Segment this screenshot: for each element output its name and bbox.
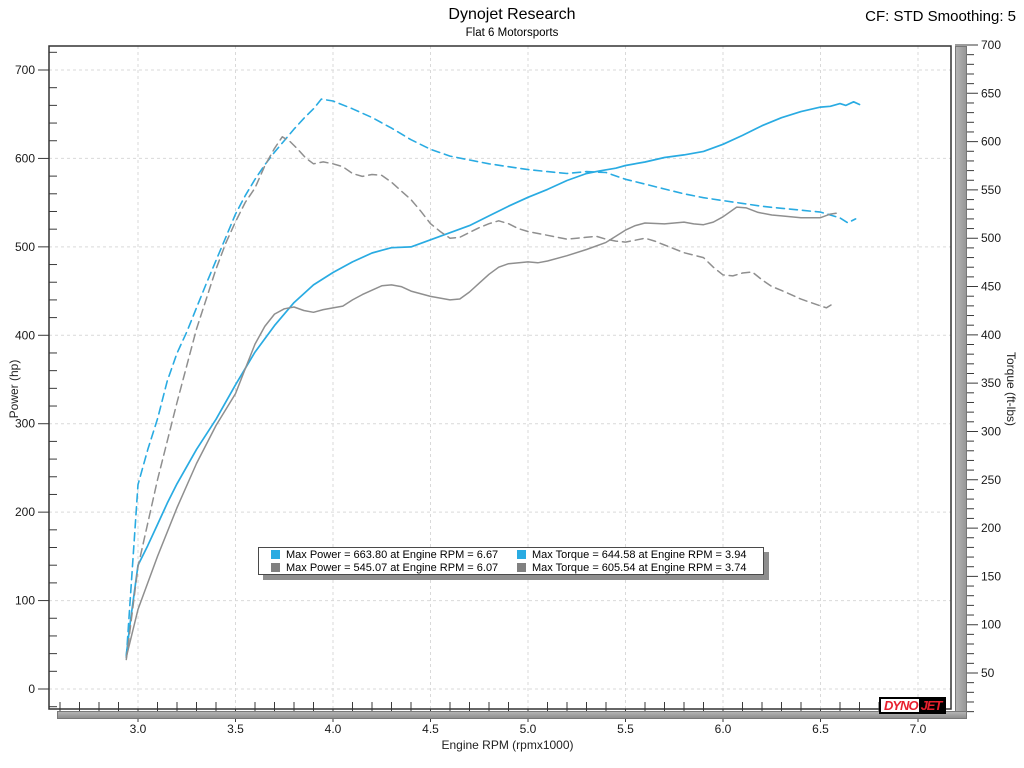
torque-tick-label: 650 xyxy=(981,86,1001,100)
page-title: Dynojet Research xyxy=(448,6,576,23)
rpm-tick-label: 5.5 xyxy=(617,722,634,736)
torque-tick-label: 350 xyxy=(981,376,1001,390)
page-subtitle: Flat 6 Motorsports xyxy=(465,27,559,39)
torque-tick-label: 700 xyxy=(981,38,1001,52)
torque-tick-label: 300 xyxy=(981,424,1001,438)
curve-power-baseline xyxy=(125,206,837,658)
rpm-axis-title: Engine RPM (rpmx1000) xyxy=(441,738,574,752)
legend-swatch-icon xyxy=(517,550,526,559)
power-tick-label: 200 xyxy=(15,505,35,519)
legend-swatch-icon xyxy=(517,563,526,572)
rpm-tick-label: 4.5 xyxy=(422,722,439,736)
torque-tick-label: 250 xyxy=(981,473,1001,487)
dyno-curves xyxy=(125,98,861,661)
max-values-legend: Max Power = 663.80 at Engine RPM = 6.67 M… xyxy=(258,547,764,575)
torque-tick-label: 100 xyxy=(981,618,1001,632)
power-tick-label: 300 xyxy=(15,417,35,431)
legend-entry: Max Power = 545.07 at Engine RPM = 6.07 xyxy=(267,561,509,574)
rpm-tick-label: 5.0 xyxy=(520,722,537,736)
torque-tick-label: 150 xyxy=(981,569,1001,583)
torque-axis-title: Torque (ft-lbs) xyxy=(1004,351,1018,427)
legend-label: Max Power = 663.80 at Engine RPM = 6.67 xyxy=(286,548,499,561)
correction-smoothing-label: CF: STD Smoothing: 5 xyxy=(865,8,1016,25)
legend-entry: Max Torque = 644.58 at Engine RPM = 3.94 xyxy=(513,548,755,561)
legend-swatch-icon xyxy=(271,550,280,559)
torque-tick-label: 550 xyxy=(981,183,1001,197)
power-tick-label: 0 xyxy=(28,682,35,696)
plot-bottom-shadow-bar xyxy=(57,711,967,719)
axis-tick-labels: 3.0 3.5 4.0 4.5 5.0 5.5 6.0 6.5 7.0 0 100 200 300 400… xyxy=(15,38,1001,736)
torque-tick-label: 50 xyxy=(981,666,995,680)
legend-label: Max Power = 545.07 at Engine RPM = 6.07 xyxy=(286,561,499,574)
rpm-tick-label: 7.0 xyxy=(910,722,927,736)
dynojet-logo: DYNO JET xyxy=(879,697,947,714)
legend-label: Max Torque = 644.58 at Engine RPM = 3.94 xyxy=(532,548,747,561)
legend-label: Max Torque = 605.54 at Engine RPM = 3.74 xyxy=(532,561,747,574)
dynojet-logo-jet-text: JET xyxy=(918,699,945,712)
power-tick-label: 100 xyxy=(15,594,35,608)
gridlines xyxy=(49,46,951,709)
plot-right-shadow-bar xyxy=(955,46,967,719)
torque-tick-label: 600 xyxy=(981,135,1001,149)
rpm-tick-label: 3.0 xyxy=(130,722,147,736)
power-axis-title: Power (hp) xyxy=(7,359,21,419)
rpm-tick-label: 3.5 xyxy=(227,722,244,736)
torque-tick-label: 450 xyxy=(981,280,1001,294)
dynojet-logo-dyno-text: DYNO xyxy=(881,699,919,712)
torque-tick-label: 400 xyxy=(981,328,1001,342)
plot-frame xyxy=(48,45,952,710)
axis-ticks xyxy=(38,44,978,722)
torque-tick-label: 200 xyxy=(981,521,1001,535)
torque-tick-label: 500 xyxy=(981,231,1001,245)
rpm-tick-label: 6.5 xyxy=(812,722,829,736)
legend-column: Max Torque = 644.58 at Engine RPM = 3.94… xyxy=(513,548,755,574)
legend-entry: Max Power = 663.80 at Engine RPM = 6.67 xyxy=(267,548,509,561)
legend-entry: Max Torque = 605.54 at Engine RPM = 3.74 xyxy=(513,561,755,574)
legend-column: Max Power = 663.80 at Engine RPM = 6.67 M… xyxy=(267,548,509,574)
rpm-tick-label: 4.0 xyxy=(325,722,342,736)
curve-power-new xyxy=(125,100,861,657)
power-tick-label: 700 xyxy=(15,63,35,77)
curve-torque-new xyxy=(125,98,857,659)
power-tick-label: 600 xyxy=(15,151,35,165)
power-tick-label: 400 xyxy=(15,328,35,342)
rpm-tick-label: 6.0 xyxy=(715,722,732,736)
legend-swatch-icon xyxy=(271,563,280,572)
power-tick-label: 500 xyxy=(15,240,35,254)
